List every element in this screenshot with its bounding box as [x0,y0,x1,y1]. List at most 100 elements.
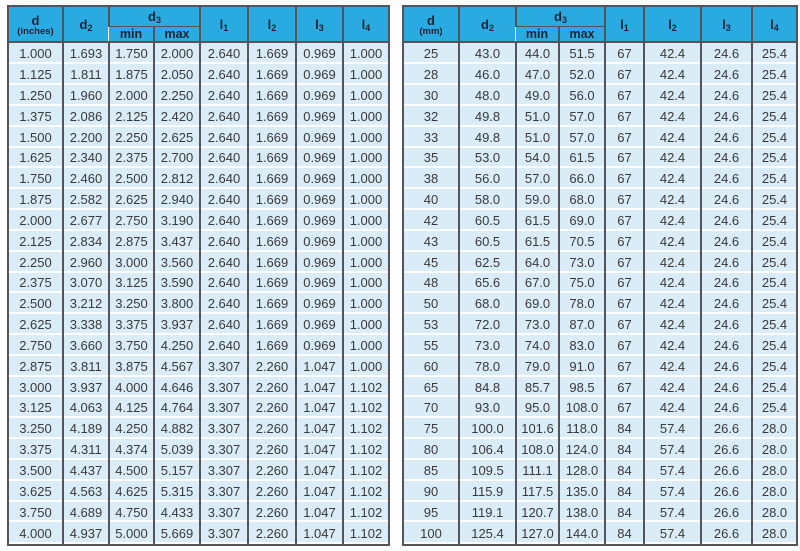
table-body: 25 43.0 44.0 51.5 67 42.4 24.6 25.4 28 46.0 47.0 52… [403,42,797,545]
table-cell-l4: 1.102 [342,439,389,460]
table-cell-d: 25 [403,42,459,65]
table-cell-d3_min: 85.7 [515,376,559,398]
table-cell-d: 85 [403,459,459,481]
table-cell-l3: 1.047 [295,522,343,545]
table-cell-d3_min: 61.5 [515,230,559,252]
table-cell-l3: 24.6 [700,355,752,377]
table-cell-d3_min: 101.6 [515,418,559,440]
col-header-d2: d2 [458,6,516,42]
table-cell-l1: 84 [604,418,644,440]
table-cell-l4: 1.000 [342,355,389,377]
table-cell-d: 1.375 [8,105,63,127]
table-row: 3.375 4.311 4.374 5.039 3.307 2.260 1.047 1.102 [8,439,389,460]
table-cell-d: 55 [403,334,459,356]
table-cell-l3: 0.969 [295,85,343,106]
table-cell-l1: 67 [604,355,644,377]
table-cell-l2: 42.4 [643,85,701,106]
table-row: 25 43.0 44.0 51.5 67 42.4 24.6 25.4 [403,42,797,65]
table-row: 70 93.0 95.0 108.0 67 42.4 24.6 25.4 [403,397,797,419]
table-cell-l4: 1.000 [342,126,389,148]
table-cell-d2: 68.0 [458,293,516,315]
table-row: 53 72.0 73.0 87.0 67 42.4 24.6 25.4 [403,314,797,335]
table-row: 32 49.8 51.0 57.0 67 42.4 24.6 25.4 [403,105,797,127]
table-cell-d2: 2.677 [62,210,109,231]
table-cell-d3_min: 3.125 [108,272,154,294]
table-cell-d3_max: 124.0 [558,439,605,460]
table-cell-d3_min: 61.5 [515,210,559,231]
table-cell-l2: 57.4 [643,439,701,460]
table-row: 90 115.9 117.5 135.0 84 57.4 26.6 28.0 [403,480,797,502]
table-cell-l3: 26.6 [700,480,752,502]
table-cell-d: 2.375 [8,272,63,294]
col-header-l4: l4 [751,6,797,42]
table-cell-d3_max: 2.625 [153,126,200,148]
table-cell-d2: 4.189 [62,418,109,440]
table-row: 38 56.0 57.0 66.0 67 42.4 24.6 25.4 [403,168,797,190]
table-row: 3.250 4.189 4.250 4.882 3.307 2.260 1.047 1.102 [8,418,389,440]
table-cell-l4: 25.4 [751,397,797,419]
table-cell-d2: 73.0 [458,334,516,356]
table-cell-l1: 67 [604,168,644,190]
table-cell-d: 80 [403,439,459,460]
table-cell-l2: 1.669 [247,230,296,252]
table-row: 100 125.4 127.0 144.0 84 57.4 26.6 28.0 [403,522,797,545]
table-row: 43 60.5 61.5 70.5 67 42.4 24.6 25.4 [403,230,797,252]
table-cell-l4: 25.4 [751,126,797,148]
table-cell-d: 2.000 [8,210,63,231]
table-cell-l4: 1.000 [342,85,389,106]
table-cell-l2: 42.4 [643,189,701,211]
table-cell-l3: 1.047 [295,418,343,440]
table-cell-d: 90 [403,480,459,502]
table-row: 3.000 3.937 4.000 4.646 3.307 2.260 1.047 1.102 [8,376,389,398]
table-cell-l2: 1.669 [247,314,296,335]
table-cell-l2: 1.669 [247,334,296,356]
table-cell-d2: 60.5 [458,210,516,231]
table-cell-l1: 67 [604,230,644,252]
table-cell-l4: 28.0 [751,480,797,502]
table-cell-d3_min: 120.7 [515,501,559,523]
table-cell-d3_min: 49.0 [515,85,559,106]
table-cell-l3: 24.6 [700,168,752,190]
table-cell-d: 65 [403,376,459,398]
table-row: 2.375 3.070 3.125 3.590 2.640 1.669 0.969 1.000 [8,272,389,294]
table-cell-l1: 2.640 [199,230,248,252]
table-cell-d2: 3.212 [62,293,109,315]
table-cell-l1: 67 [604,376,644,398]
table-cell-d3_max: 4.646 [153,376,200,398]
table-cell-d3_min: 4.625 [108,480,154,502]
table-cell-d3_max: 118.0 [558,418,605,440]
table-cell-l1: 2.640 [199,272,248,294]
table-cell-l4: 1.000 [342,210,389,231]
table-cell-l2: 42.4 [643,42,701,65]
table-cell-d: 28 [403,64,459,86]
table-row: 1.250 1.960 2.000 2.250 2.640 1.669 0.969 1.000 [8,85,389,106]
table-cell-l1: 3.307 [199,376,248,398]
table-cell-d2: 2.582 [62,189,109,211]
col-header-d3: d3 [515,6,605,27]
table-cell-d: 33 [403,126,459,148]
table-cell-l4: 1.000 [342,168,389,190]
table-cell-d3_max: 3.937 [153,314,200,335]
table-cell-d2: 3.811 [62,355,109,377]
table-cell-l4: 1.102 [342,480,389,502]
table-cell-d3_max: 3.560 [153,251,200,273]
table-row: 40 58.0 59.0 68.0 67 42.4 24.6 25.4 [403,189,797,211]
table-cell-d: 1.500 [8,126,63,148]
table-cell-l2: 1.669 [247,272,296,294]
table-cell-l3: 24.6 [700,293,752,315]
table-cell-l4: 1.000 [342,42,389,65]
table-cell-d3_max: 2.050 [153,64,200,86]
table-cell-l2: 42.4 [643,105,701,127]
table-cell-l4: 28.0 [751,522,797,545]
table-cell-d3_max: 2.940 [153,189,200,211]
table-cell-d3_min: 4.500 [108,459,154,481]
table-row: 2.875 3.811 3.875 4.567 3.307 2.260 1.047 1.000 [8,355,389,377]
table-cell-l2: 2.260 [247,459,296,481]
table-cell-d3_max: 91.0 [558,355,605,377]
table-cell-l4: 1.000 [342,293,389,315]
table-cell-d3_max: 61.5 [558,147,605,169]
table-cell-d2: 2.834 [62,230,109,252]
table-row: 3.625 4.563 4.625 5.315 3.307 2.260 1.047 1.102 [8,480,389,502]
table-row: 85 109.5 111.1 128.0 84 57.4 26.6 28.0 [403,459,797,481]
table-cell-l4: 1.102 [342,501,389,523]
